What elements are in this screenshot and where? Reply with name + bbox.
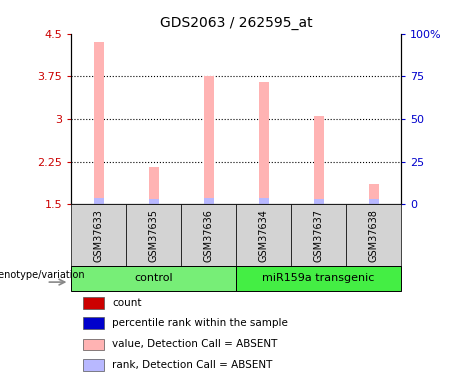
Bar bbox=[236, 266, 401, 291]
Bar bbox=[314, 116, 324, 204]
Bar bbox=[94, 42, 104, 204]
Bar bbox=[204, 76, 214, 204]
Bar bbox=[259, 82, 269, 204]
Bar bbox=[71, 266, 236, 291]
Bar bbox=[291, 204, 346, 266]
Bar bbox=[369, 184, 378, 204]
Bar bbox=[83, 297, 104, 309]
Text: count: count bbox=[112, 298, 142, 308]
Bar bbox=[259, 198, 269, 204]
Text: rank, Detection Call = ABSENT: rank, Detection Call = ABSENT bbox=[112, 360, 272, 370]
Bar bbox=[149, 167, 159, 204]
Bar bbox=[181, 204, 236, 266]
Title: GDS2063 / 262595_at: GDS2063 / 262595_at bbox=[160, 16, 313, 30]
Bar bbox=[126, 204, 181, 266]
Text: GSM37638: GSM37638 bbox=[369, 209, 378, 262]
Bar bbox=[236, 204, 291, 266]
Bar bbox=[204, 198, 214, 204]
Text: GSM37633: GSM37633 bbox=[94, 209, 104, 262]
Text: GSM37637: GSM37637 bbox=[313, 209, 324, 262]
Text: genotype/variation: genotype/variation bbox=[0, 270, 86, 280]
Text: GSM37636: GSM37636 bbox=[204, 209, 214, 262]
Text: value, Detection Call = ABSENT: value, Detection Call = ABSENT bbox=[112, 339, 278, 350]
Bar bbox=[314, 199, 324, 204]
Bar bbox=[83, 359, 104, 371]
Text: miR159a transgenic: miR159a transgenic bbox=[262, 273, 375, 284]
Text: GSM37635: GSM37635 bbox=[149, 209, 159, 262]
Bar bbox=[71, 204, 126, 266]
Bar bbox=[83, 339, 104, 350]
Text: GSM37634: GSM37634 bbox=[259, 209, 269, 262]
Bar bbox=[94, 198, 104, 204]
Bar bbox=[149, 199, 159, 204]
Text: percentile rank within the sample: percentile rank within the sample bbox=[112, 318, 288, 328]
Bar bbox=[83, 317, 104, 329]
Text: control: control bbox=[135, 273, 173, 284]
Bar bbox=[369, 199, 378, 204]
Bar bbox=[346, 204, 401, 266]
